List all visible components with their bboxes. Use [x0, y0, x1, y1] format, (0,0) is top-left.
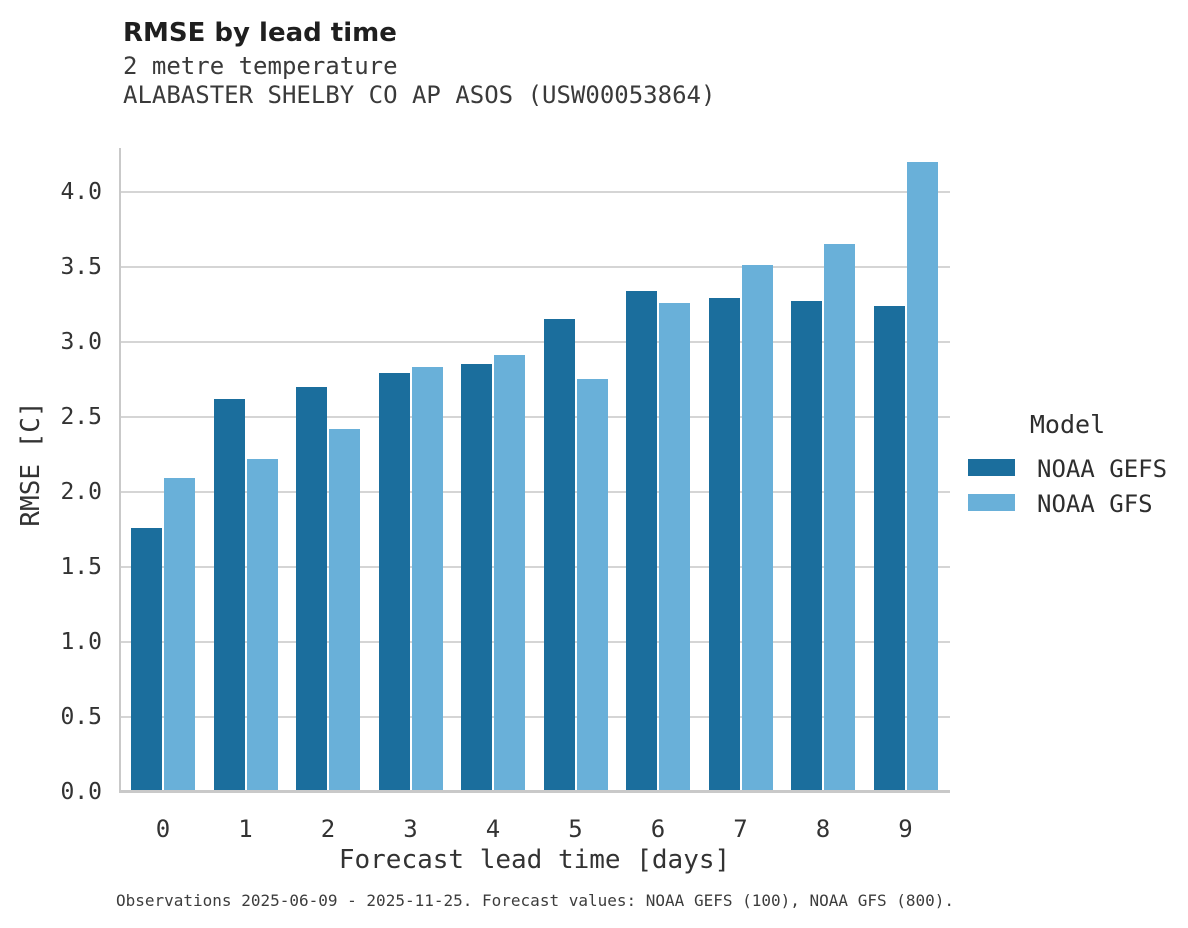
- bar-noaa-gefs-day-9: [873, 306, 905, 792]
- bar-noaa-gefs-day-7: [708, 298, 740, 792]
- y-tick-label: 0.0: [60, 779, 102, 805]
- legend-swatch-icon: [968, 494, 1015, 511]
- bar-noaa-gfs-day-5: [576, 379, 608, 792]
- y-tick-label: 1.5: [60, 554, 102, 580]
- x-axis-spine: [119, 790, 950, 793]
- gridline: [119, 191, 950, 193]
- legend-title: Model: [1029, 410, 1106, 439]
- bar-noaa-gefs-day-8: [791, 301, 822, 792]
- gridline: [119, 641, 950, 643]
- bar-noaa-gefs-day-6: [626, 291, 657, 792]
- y-axis-label: RMSE [C]: [16, 401, 46, 527]
- gridline: [119, 716, 950, 718]
- bar-noaa-gfs-day-3: [411, 367, 443, 792]
- y-tick-label: 3.5: [60, 254, 102, 280]
- bar-noaa-gfs-day-2: [329, 429, 360, 792]
- bar-noaa-gfs-day-6: [659, 303, 690, 792]
- x-tick-label: 9: [898, 815, 913, 843]
- y-axis-spine: [119, 148, 121, 793]
- bar-noaa-gefs-day-5: [543, 319, 575, 792]
- y-tick-label: 2.0: [60, 479, 102, 505]
- bar-noaa-gfs-day-0: [164, 478, 195, 792]
- footer-caption: Observations 2025-06-09 - 2025-11-25. Fo…: [115, 891, 955, 910]
- bar-noaa-gefs-day-1: [213, 399, 245, 792]
- bar-noaa-gfs-day-8: [824, 244, 855, 792]
- x-tick-label: 5: [568, 815, 583, 843]
- gridline: [119, 416, 950, 418]
- bar-noaa-gefs-day-4: [461, 364, 492, 792]
- bar-noaa-gefs-day-3: [378, 373, 410, 792]
- legend-item-label: NOAA GFS: [1037, 490, 1153, 518]
- chart-title: RMSE by lead time: [123, 18, 397, 48]
- x-tick-label: 3: [403, 815, 418, 843]
- bar-noaa-gefs-day-2: [296, 387, 327, 792]
- bar-noaa-gfs-day-9: [906, 162, 938, 792]
- bar-noaa-gefs-day-0: [131, 528, 162, 792]
- x-tick-label: 8: [815, 815, 831, 843]
- chart-subtitle-variable: 2 metre temperature: [123, 52, 398, 80]
- gridline: [119, 491, 950, 493]
- y-tick-label: 2.5: [60, 404, 102, 430]
- y-tick-label: 1.0: [60, 629, 102, 655]
- legend-item-label: NOAA GEFS: [1037, 455, 1168, 483]
- x-tick-label: 6: [650, 815, 666, 843]
- legend-swatch-icon: [968, 459, 1015, 476]
- x-axis-label: Forecast lead time [days]: [338, 845, 731, 875]
- x-tick-label: 0: [155, 815, 171, 843]
- gridline: [119, 566, 950, 568]
- x-tick-label: 2: [320, 815, 336, 843]
- bar-noaa-gfs-day-7: [741, 265, 773, 792]
- bar-noaa-gfs-day-4: [494, 355, 525, 792]
- y-tick-label: 4.0: [60, 179, 102, 205]
- y-tick-label: 3.0: [60, 329, 102, 355]
- x-tick-label: 1: [238, 815, 253, 843]
- gridline: [119, 341, 950, 343]
- gridline: [119, 266, 950, 268]
- chart-subtitle-station: ALABASTER SHELBY CO AP ASOS (USW00053864…: [123, 81, 716, 109]
- y-tick-label: 0.5: [60, 704, 102, 730]
- x-tick-label: 4: [485, 815, 501, 843]
- x-tick-label: 7: [733, 815, 748, 843]
- bar-noaa-gfs-day-1: [246, 459, 278, 792]
